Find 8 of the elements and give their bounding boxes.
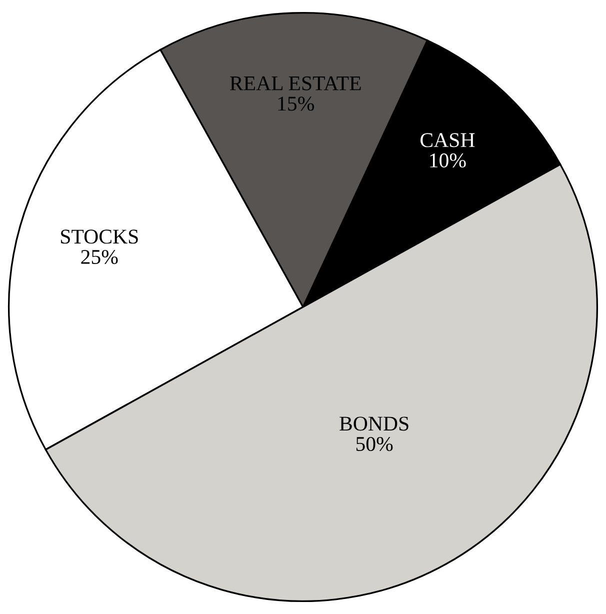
data-label: 50% [356,436,393,452]
data-label: 25% [81,250,118,264]
slice-label: CASH [420,133,475,148]
data-label: 10% [430,153,466,168]
slice-label: BONDS [340,416,408,431]
slice-label: REAL ESTATE [230,76,361,90]
slice-label: STOCKS [61,230,138,244]
data-label: 15% [278,96,314,111]
